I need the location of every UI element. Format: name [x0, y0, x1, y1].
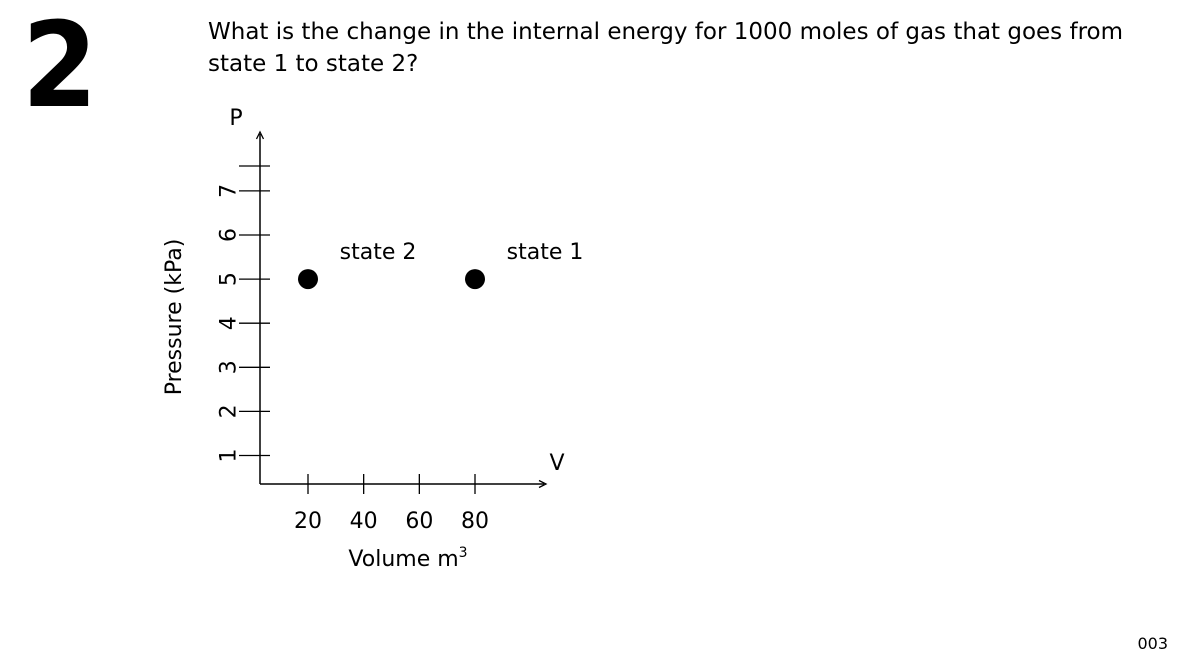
x-tick-label: 40 [350, 509, 378, 534]
chart-ticks: 1 2 3 4 5 6 7 20 40 60 80 [217, 184, 490, 534]
x-axis-label-superscript: 3 [459, 545, 468, 561]
page-number: 003 [1137, 634, 1168, 653]
y-axis-arrow [255, 130, 265, 140]
state-label: state 1 [507, 240, 584, 265]
state-label: state 2 [340, 240, 417, 265]
chart-points: state 2 state 1 [298, 240, 584, 290]
question-number: 2 [22, 0, 98, 134]
y-tick-label: 7 [217, 184, 242, 198]
x-axis-label: Volume m3 [348, 545, 467, 572]
state-point [465, 269, 485, 290]
x-axis-letter: V [549, 451, 564, 476]
y-tick-label: 5 [217, 272, 242, 286]
x-tick-label: 20 [294, 509, 322, 534]
y-axis-letter: P [229, 106, 242, 131]
question-text: What is the change in the internal energ… [208, 19, 1124, 77]
x-axis-label-base: Volume m [348, 547, 458, 572]
y-tick-label: 4 [217, 316, 242, 330]
y-tick-label: 3 [217, 360, 242, 374]
y-tick-label: 2 [217, 404, 242, 418]
x-tick-label: 80 [461, 509, 489, 534]
y-axis-label: Pressure (kPa) [162, 239, 187, 396]
x-tick-label: 60 [405, 509, 433, 534]
y-tick-label: 1 [217, 449, 242, 463]
chart-axes [239, 130, 548, 489]
x-axis-arrow [538, 479, 548, 489]
y-tick-label: 6 [217, 228, 242, 242]
state-point [298, 269, 318, 290]
